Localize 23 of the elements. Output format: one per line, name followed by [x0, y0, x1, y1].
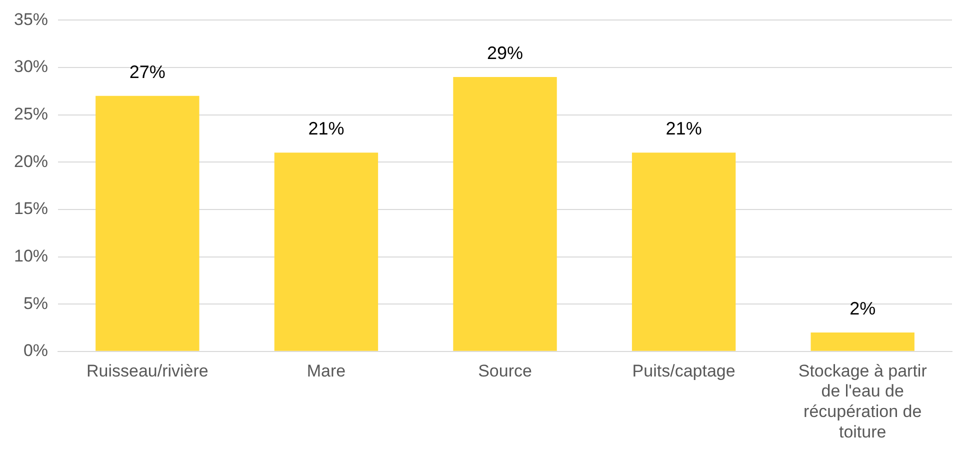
bar	[274, 152, 378, 351]
data-label: 29%	[486, 42, 524, 63]
data-label: 2%	[850, 298, 876, 318]
bar	[810, 332, 914, 351]
y-tick-label: 15%	[14, 199, 48, 218]
data-label: 21%	[308, 118, 344, 139]
y-tick-label: 20%	[14, 152, 48, 171]
x-tick-label: Ruisseau/rivière	[86, 361, 208, 380]
x-tick-label: Mare	[306, 361, 346, 380]
x-tick-label: Source	[478, 361, 532, 380]
data-label: 27%	[129, 62, 166, 82]
bar	[96, 96, 200, 351]
x-tick-label: Puits/captage	[632, 361, 736, 380]
y-tick-label: 5%	[23, 294, 48, 313]
x-tick-label: Stockage à partir de l'eau de récupération de toiture	[798, 361, 928, 442]
y-tick-label: 30%	[14, 57, 48, 76]
y-tick-label: 25%	[14, 104, 48, 124]
data-label: 21%	[666, 118, 702, 139]
y-tick-label: 0%	[23, 341, 48, 360]
bar	[453, 76, 557, 351]
y-tick-label: 10%	[14, 246, 48, 266]
bar	[632, 152, 736, 351]
y-tick-label: 35%	[14, 10, 48, 29]
